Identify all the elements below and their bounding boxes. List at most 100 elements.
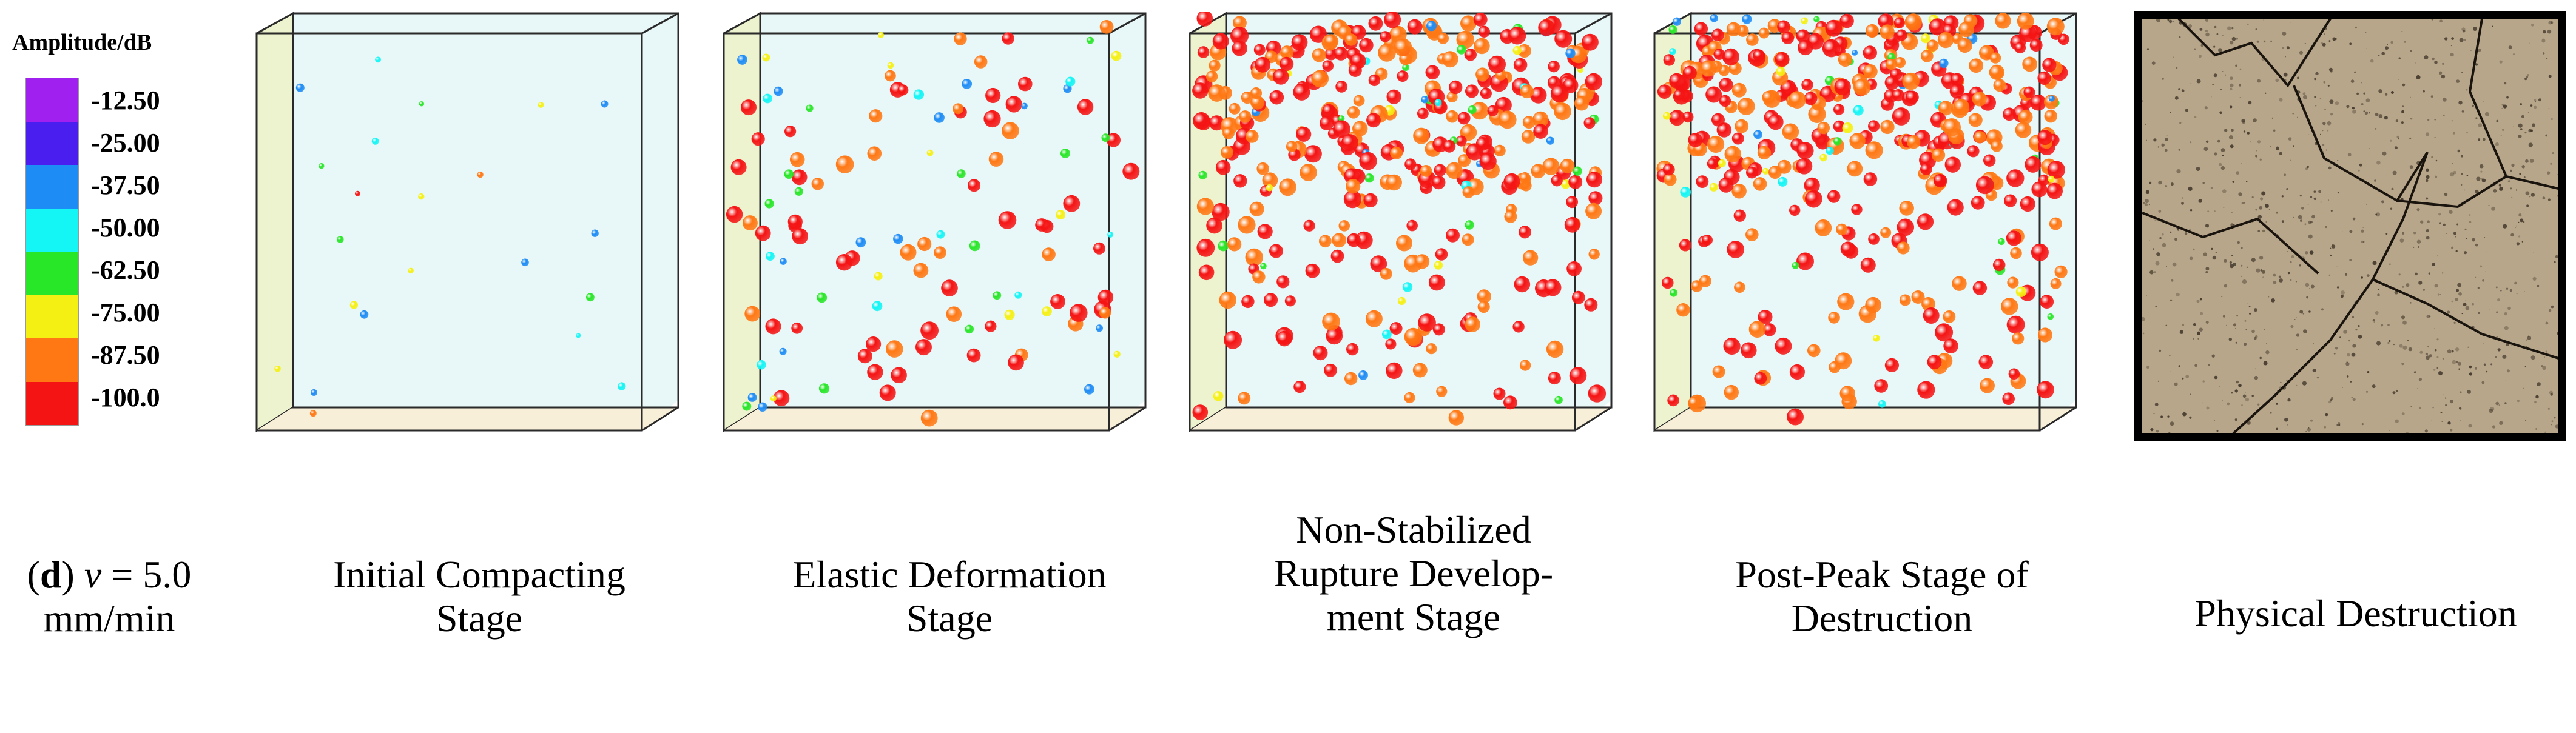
- ae-event-sphere: [1899, 294, 1911, 306]
- rock-pore: [2444, 192, 2448, 196]
- ae-event-sphere: [408, 267, 414, 274]
- rock-pore: [2409, 165, 2413, 169]
- rock-pore: [2278, 275, 2281, 278]
- ae-event-sphere: [817, 292, 828, 303]
- rock-pore: [2518, 134, 2522, 138]
- rock-pore: [2223, 206, 2225, 208]
- rock-specimen-photo: [2134, 11, 2566, 441]
- rock-pore: [2231, 36, 2236, 41]
- rock-pore: [2451, 37, 2454, 40]
- rock-pore: [2238, 192, 2242, 196]
- rock-pore: [2365, 390, 2369, 393]
- rock-pore: [2426, 315, 2430, 318]
- rock-pore: [2236, 38, 2238, 40]
- rock-pore: [2225, 74, 2227, 76]
- ae-event-sphere: [1880, 24, 1895, 39]
- rock-pore: [2534, 401, 2537, 404]
- ae-event-sphere: [792, 228, 809, 245]
- rock-pore: [2276, 211, 2278, 214]
- ae-event-sphere: [1205, 70, 1218, 82]
- ae-event-sphere: [1498, 110, 1517, 129]
- rock-pore: [2518, 221, 2520, 223]
- rock-pore: [2202, 182, 2205, 184]
- rock-pore: [2550, 393, 2553, 396]
- rock-pore: [2299, 195, 2302, 197]
- ae-event-sphere: [1434, 164, 1446, 176]
- rock-pore: [2244, 343, 2247, 346]
- rock-pore: [2262, 229, 2265, 233]
- ae-event-sphere: [2003, 107, 2016, 121]
- rock-pore: [2306, 166, 2309, 169]
- rock-pore: [2450, 429, 2453, 432]
- rock-pore: [2194, 364, 2197, 367]
- ae-event-sphere: [1322, 104, 1335, 117]
- ae-event-sphere: [1939, 58, 1949, 69]
- ae-event-sphere: [1264, 293, 1278, 307]
- rock-pore: [2389, 340, 2391, 343]
- ae-event-sphere: [1293, 83, 1310, 101]
- rock-pore: [2467, 346, 2469, 348]
- rock-pore: [2372, 319, 2375, 321]
- rock-pore: [2345, 273, 2348, 276]
- ae-event-sphere: [1801, 17, 1808, 25]
- rock-pore: [2429, 354, 2432, 358]
- rock-pore: [2174, 238, 2177, 241]
- ae-event-sphere: [1726, 22, 1741, 36]
- ae-event-sphere: [1460, 15, 1477, 32]
- ae-event-sphere: [962, 79, 973, 89]
- legend-label: -25.00: [91, 128, 160, 158]
- ae-event-sphere: [1426, 21, 1437, 32]
- rock-pore: [2449, 210, 2453, 214]
- ae-event-sphere: [742, 215, 758, 231]
- ae-event-sphere: [1554, 395, 1563, 404]
- ae-event-sphere: [1518, 226, 1532, 239]
- ae-event-sphere: [1971, 196, 1985, 210]
- rock-pore: [2541, 365, 2543, 367]
- rock-pore: [2525, 76, 2529, 79]
- legend-color-bar: [25, 78, 79, 426]
- rock-pore: [2472, 238, 2475, 242]
- ae-event-sphere: [806, 104, 814, 112]
- ae-event-sphere: [1309, 25, 1327, 43]
- rock-pore: [2365, 98, 2370, 102]
- ae-event-sphere: [1465, 84, 1479, 98]
- rock-pore: [2328, 67, 2333, 72]
- rock-pore: [2170, 182, 2174, 186]
- rock-pore: [2310, 419, 2313, 422]
- rock-pore: [2500, 135, 2502, 136]
- rock-pore: [2230, 264, 2234, 269]
- rock-pore: [2290, 324, 2294, 329]
- ae-event-sphere: [2042, 58, 2057, 72]
- ae-event-sphere: [1431, 175, 1446, 190]
- ae-event-sphere: [765, 318, 781, 335]
- rock-pore: [2150, 428, 2154, 432]
- ae-event-sphere: [1344, 33, 1358, 46]
- ae-event-sphere: [1347, 233, 1361, 247]
- rock-pore: [2535, 101, 2537, 103]
- ae-event-sphere: [1851, 204, 1863, 215]
- ae-event-sphere: [1346, 179, 1361, 194]
- ae-event-sphere: [1827, 190, 1841, 203]
- rock-pore: [2426, 355, 2430, 360]
- ae-event-sphere: [770, 395, 777, 402]
- rock-pore: [2418, 281, 2423, 285]
- rock-pore: [2259, 356, 2262, 360]
- rock-pore: [2464, 300, 2466, 302]
- rock-pore: [2155, 305, 2157, 307]
- rock-pore: [2520, 218, 2524, 223]
- ae-event-sphere: [758, 402, 767, 412]
- rock-pore: [2496, 119, 2499, 122]
- ae-event-sphere: [1992, 258, 2006, 272]
- ae-event-sphere: [1839, 386, 1855, 401]
- ae-event-sphere: [1731, 82, 1747, 98]
- rock-pore: [2239, 84, 2242, 87]
- legend-label: -37.50: [91, 170, 160, 200]
- ae-event-sphere: [521, 258, 529, 267]
- ae-event-sphere: [879, 384, 896, 401]
- rock-pore: [2377, 293, 2380, 296]
- ae-event-sphere: [1712, 365, 1725, 378]
- ae-event-sphere: [1694, 22, 1708, 36]
- ae-event-sphere: [2044, 95, 2059, 110]
- ae-event-sphere: [1927, 355, 1942, 370]
- ae-event-sphere: [1213, 391, 1224, 401]
